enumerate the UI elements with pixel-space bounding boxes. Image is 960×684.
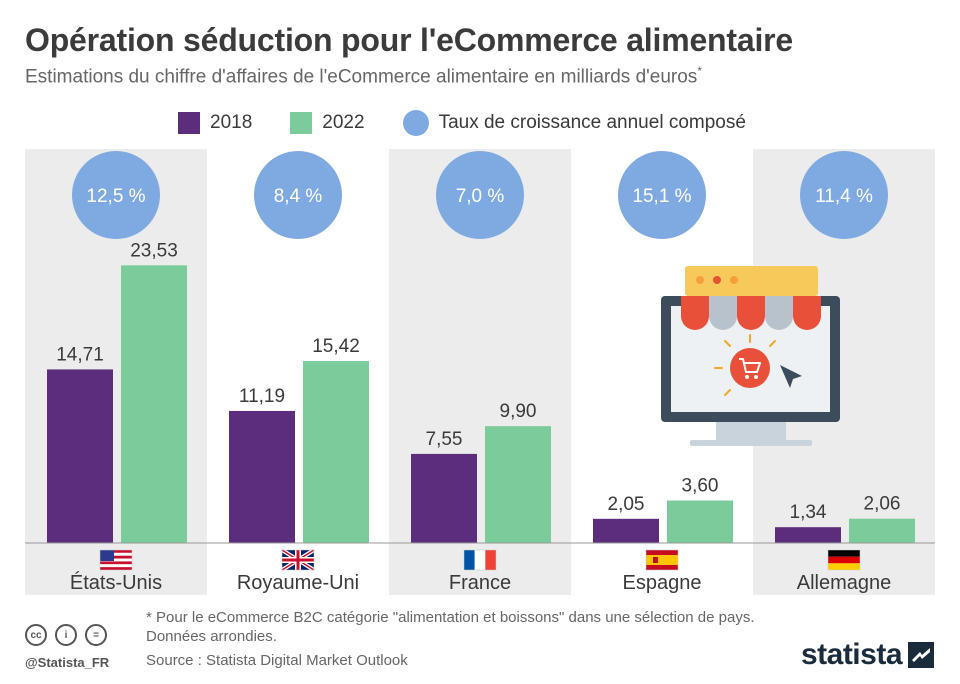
- category-label: France: [449, 572, 511, 594]
- data-label: 15,42: [312, 336, 360, 357]
- data-label: 7,55: [426, 429, 463, 450]
- bar-2018: [229, 410, 295, 543]
- growth-rate-bubble: [72, 151, 160, 239]
- germany-flag-icon: [827, 549, 861, 571]
- data-label: 9,90: [500, 401, 537, 422]
- data-label: 14,71: [56, 344, 104, 365]
- bar-2022: [303, 361, 369, 543]
- uk-flag-icon: [280, 548, 316, 572]
- bar-2022: [485, 426, 551, 543]
- bar-2022: [121, 265, 187, 543]
- growth-rate-bubble: [618, 151, 706, 239]
- growth-rate-bubbles: 12,5 % 8,4 % 7,0 % 15,1 % 11,4 %: [72, 151, 888, 239]
- legend-item-cagr: Taux de croissance annuel composé: [402, 110, 746, 136]
- legend-swatch-cagr: [402, 110, 429, 136]
- social-handle[interactable]: @Statista_FR: [25, 655, 110, 670]
- legend-swatch-2022: [290, 112, 313, 134]
- statista-logo[interactable]: statista: [801, 638, 934, 672]
- data-label: 11,19: [239, 386, 285, 407]
- data-label: 23,53: [130, 240, 178, 261]
- bar-2018: [593, 518, 659, 543]
- data-label: 2,05: [608, 494, 645, 515]
- online-grocery-shop-icon: [661, 266, 840, 446]
- legend-item-2022: 2022: [290, 112, 365, 134]
- footnote-line-1: * Pour le eCommerce B2C catégorie "alime…: [146, 609, 755, 626]
- growth-rate-label: 12,5 %: [86, 186, 145, 207]
- data-label: 3,60: [682, 476, 719, 497]
- footnote-line-2: Données arrondies.: [146, 628, 277, 645]
- bar-2022: [667, 500, 733, 543]
- country-flags: [99, 548, 861, 572]
- source-note: Source : Statista Digital Market Outlook: [146, 652, 408, 669]
- attribution-icon[interactable]: i: [55, 624, 77, 646]
- bar-series: 14,71 23,53 11,19 15,42 7,55 9,90 2,05 3,60 1,34…: [47, 240, 915, 543]
- category-label: Allemagne: [797, 572, 892, 594]
- bar-2022: [849, 518, 915, 543]
- chart-legend: 2018 2022 Taux de croissance annuel comp…: [178, 110, 746, 136]
- legend-label-2022: 2022: [322, 112, 365, 133]
- bar-2018: [775, 527, 841, 543]
- growth-rate-label: 8,4 %: [274, 186, 323, 207]
- spain-flag-icon: [645, 549, 679, 571]
- growth-rate-label: 15,1 %: [632, 186, 691, 207]
- category-label: États-Unis: [70, 571, 162, 594]
- data-label: 2,06: [864, 494, 901, 515]
- brand-name: statista: [800, 638, 903, 671]
- category-label: Espagne: [623, 572, 702, 594]
- cc-icon[interactable]: cc: [25, 624, 47, 646]
- statista-mark-icon: [908, 642, 934, 668]
- data-label: 1,34: [790, 502, 827, 523]
- chart-title: Opération séduction pour l'eCommerce ali…: [25, 22, 793, 58]
- category-labels: États-Unis Royaume-Uni France Espagne Allema…: [70, 571, 891, 594]
- growth-rate-bubble: [436, 151, 524, 239]
- us-flag-icon: [99, 549, 133, 571]
- bar-2018: [411, 453, 477, 543]
- legend-label-2018: 2018: [210, 112, 253, 133]
- subtitle-text: Estimations du chiffre d'affaires de l'e…: [25, 66, 698, 88]
- legend-item-2018: 2018: [178, 112, 252, 134]
- bar-2018: [47, 369, 113, 543]
- growth-rate-label: 7,0 %: [456, 186, 505, 207]
- growth-rate-bubble: [800, 151, 888, 239]
- france-flag-icon: [463, 549, 497, 571]
- category-label: Royaume-Uni: [237, 572, 359, 594]
- footnote: * Pour le eCommerce B2C catégorie "alime…: [146, 608, 754, 646]
- chart-subtitle: Estimations du chiffre d'affaires de l'e…: [25, 64, 702, 88]
- subtitle-footnote-mark: *: [697, 64, 702, 78]
- growth-rate-label: 11,4 %: [815, 186, 873, 207]
- legend-label-cagr: Taux de croissance annuel composé: [438, 112, 746, 133]
- growth-rate-bubble: [254, 151, 342, 239]
- license-icons: cc i =: [25, 624, 115, 646]
- legend-swatch-2018: [178, 112, 200, 134]
- no-derivatives-icon[interactable]: =: [85, 624, 107, 646]
